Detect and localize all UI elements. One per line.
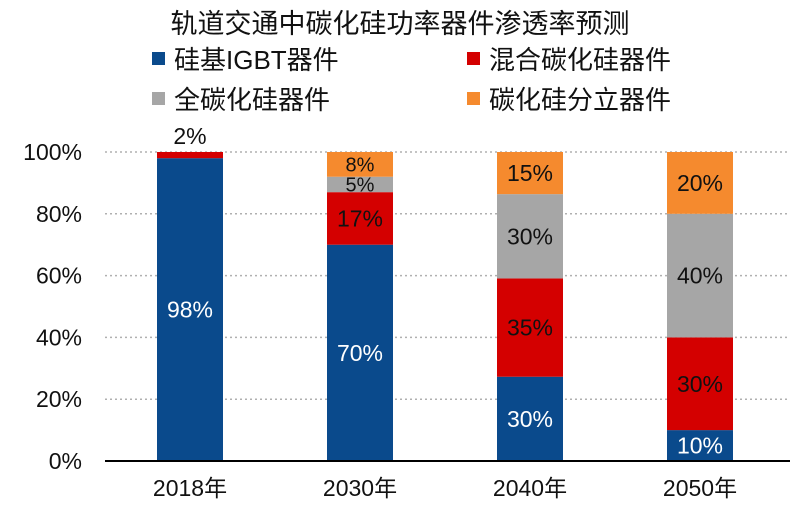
x-tick-label: 2018年 [153, 475, 227, 501]
bar-segment [667, 213, 733, 338]
legend-label: 混合碳化硅器件 [489, 45, 672, 75]
legend-item-igbt: 硅基IGBT器件 [152, 40, 339, 77]
data-label: 20% [677, 170, 723, 196]
y-tick-label: 0% [49, 448, 82, 474]
y-tick-label: 80% [36, 201, 82, 227]
y-tick-label: 40% [36, 324, 82, 350]
legend-swatch [467, 92, 480, 105]
legend-swatch [152, 92, 165, 105]
data-label: 70% [337, 340, 383, 366]
bar-segment [327, 176, 393, 193]
data-label: 15% [507, 160, 553, 186]
legend-label: 碳化硅分立器件 [489, 85, 672, 115]
legend-label: 全碳化硅器件 [174, 85, 331, 115]
bar-segment [327, 192, 393, 245]
legend-item-sic-discrete: 碳化硅分立器件 [467, 80, 671, 117]
y-tick-label: 20% [36, 386, 82, 412]
y-tick-label: 60% [36, 263, 82, 289]
bar-segment [497, 152, 563, 195]
data-label: 98% [167, 297, 213, 323]
bar-segment [497, 194, 563, 279]
bar-segment [667, 337, 733, 431]
data-label: 10% [677, 433, 723, 459]
bar-segment [497, 278, 563, 377]
data-label: 17% [337, 205, 383, 231]
bar-segment [327, 244, 393, 461]
legend-item-full-sic: 全碳化硅器件 [152, 80, 330, 117]
x-tick-label: 2040年 [493, 475, 567, 501]
data-label: 2% [173, 123, 206, 149]
legend-swatch [467, 52, 480, 65]
data-label: 35% [507, 315, 553, 341]
bar-segment [667, 430, 733, 461]
bar-segment [667, 152, 733, 214]
data-label: 8% [346, 154, 375, 176]
legend-item-hybrid-sic: 混合碳化硅器件 [467, 40, 671, 77]
chart-title: 轨道交通中碳化硅功率器件渗透率预测 [170, 9, 630, 39]
bar-segment [497, 376, 563, 461]
data-label: 30% [677, 371, 723, 397]
bar-segment [157, 158, 223, 461]
data-label: 30% [507, 223, 553, 249]
x-tick-label: 2050年 [663, 475, 737, 501]
y-tick-label: 100% [23, 139, 82, 165]
data-label: 40% [677, 263, 723, 289]
legend-label: 硅基IGBT器件 [174, 45, 339, 75]
x-tick-label: 2030年 [323, 475, 397, 501]
legend-swatch [152, 52, 165, 65]
data-label: 30% [507, 406, 553, 432]
bar-segment [327, 152, 393, 177]
bar-segment [157, 152, 223, 159]
data-label: 5% [346, 174, 375, 196]
